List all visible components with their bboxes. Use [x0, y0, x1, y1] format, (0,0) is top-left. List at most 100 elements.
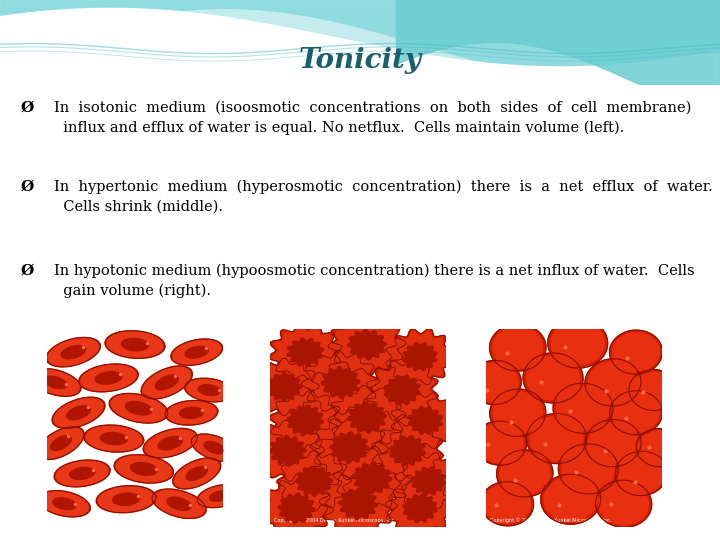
Polygon shape [301, 350, 380, 415]
Polygon shape [391, 392, 459, 448]
Polygon shape [585, 420, 641, 467]
Polygon shape [287, 405, 323, 436]
Polygon shape [636, 429, 682, 467]
Polygon shape [613, 394, 660, 432]
Polygon shape [618, 454, 665, 493]
Polygon shape [588, 422, 638, 464]
Polygon shape [348, 401, 387, 433]
Polygon shape [310, 415, 389, 480]
Polygon shape [39, 491, 90, 517]
Polygon shape [277, 450, 351, 511]
Polygon shape [193, 435, 235, 460]
Polygon shape [186, 467, 207, 481]
Polygon shape [395, 395, 456, 445]
Polygon shape [96, 486, 156, 512]
Polygon shape [54, 399, 103, 427]
Polygon shape [333, 446, 412, 510]
Polygon shape [377, 424, 439, 478]
Polygon shape [70, 468, 94, 480]
Polygon shape [610, 330, 662, 374]
Polygon shape [490, 389, 546, 436]
Polygon shape [333, 318, 402, 372]
Polygon shape [269, 324, 342, 381]
Polygon shape [629, 369, 678, 410]
Polygon shape [562, 447, 615, 491]
Polygon shape [109, 394, 168, 423]
Polygon shape [353, 462, 392, 494]
Polygon shape [338, 450, 407, 506]
Polygon shape [333, 389, 402, 445]
Polygon shape [553, 383, 613, 433]
Polygon shape [526, 414, 587, 463]
Polygon shape [259, 478, 333, 539]
Polygon shape [398, 456, 459, 506]
Polygon shape [152, 489, 206, 518]
Polygon shape [371, 364, 434, 417]
Polygon shape [295, 465, 333, 496]
Polygon shape [493, 392, 542, 434]
Polygon shape [167, 497, 192, 510]
Polygon shape [143, 428, 197, 458]
Polygon shape [53, 397, 105, 428]
Polygon shape [269, 435, 306, 466]
Polygon shape [469, 360, 521, 404]
Polygon shape [338, 488, 378, 519]
Polygon shape [595, 480, 652, 528]
Polygon shape [632, 372, 675, 408]
Polygon shape [269, 390, 342, 451]
Text: Tonicity: Tonicity [299, 47, 421, 74]
Polygon shape [558, 444, 618, 494]
Polygon shape [330, 431, 369, 464]
Polygon shape [99, 487, 153, 511]
Polygon shape [30, 369, 81, 396]
Polygon shape [249, 358, 320, 416]
Polygon shape [173, 458, 221, 489]
Polygon shape [493, 327, 543, 368]
Polygon shape [395, 453, 463, 509]
Polygon shape [141, 366, 192, 399]
Polygon shape [372, 420, 444, 481]
Text: Copyright © 2004 Dennis Kunkel Microscopy, Inc.: Copyright © 2004 Dennis Kunkel Microscop… [274, 517, 395, 523]
Text: Copyright © 2004 Dennis Kunkel Microscopy, Inc.: Copyright © 2004 Dennis Kunkel Microscop… [50, 517, 171, 523]
Polygon shape [412, 467, 446, 495]
Polygon shape [251, 420, 325, 481]
Text: Ø: Ø [21, 180, 34, 194]
Polygon shape [117, 456, 171, 482]
Polygon shape [95, 372, 122, 384]
Polygon shape [477, 424, 523, 463]
Polygon shape [599, 483, 648, 524]
Polygon shape [53, 498, 76, 510]
Polygon shape [390, 483, 450, 534]
Polygon shape [481, 482, 534, 526]
Polygon shape [40, 428, 82, 458]
Polygon shape [402, 494, 437, 523]
Polygon shape [390, 435, 426, 466]
Polygon shape [156, 375, 179, 390]
Polygon shape [402, 342, 437, 370]
Polygon shape [105, 331, 165, 359]
Polygon shape [639, 431, 679, 464]
Polygon shape [167, 402, 216, 424]
Polygon shape [323, 475, 392, 532]
Polygon shape [112, 395, 166, 422]
Polygon shape [197, 485, 242, 508]
Polygon shape [79, 364, 138, 392]
Polygon shape [319, 471, 397, 536]
Polygon shape [199, 485, 240, 507]
Polygon shape [171, 339, 222, 365]
Polygon shape [490, 324, 546, 371]
Polygon shape [67, 406, 91, 420]
Polygon shape [282, 454, 347, 508]
Polygon shape [32, 370, 79, 395]
Polygon shape [50, 436, 71, 450]
Polygon shape [526, 356, 580, 400]
Polygon shape [474, 421, 526, 465]
Polygon shape [321, 367, 360, 399]
Polygon shape [113, 493, 140, 505]
Polygon shape [84, 425, 144, 452]
Polygon shape [37, 427, 84, 460]
Polygon shape [61, 346, 86, 359]
Polygon shape [100, 433, 127, 444]
Text: Ø: Ø [21, 264, 34, 278]
Polygon shape [408, 406, 442, 434]
